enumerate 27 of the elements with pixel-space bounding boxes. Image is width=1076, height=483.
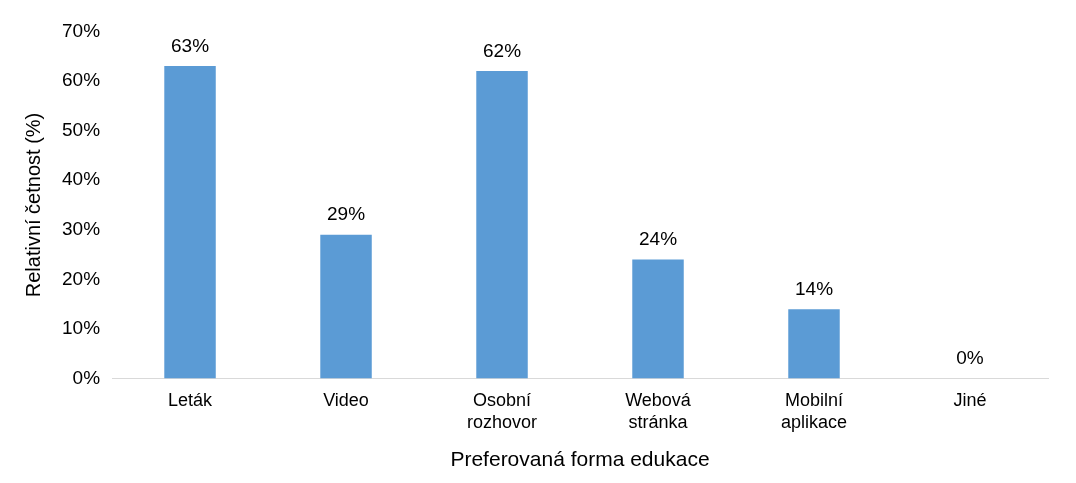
y-tick-label: 50% <box>62 118 101 140</box>
data-label: 14% <box>794 277 834 299</box>
data-label: 62% <box>483 39 522 61</box>
x-tick-label: Osobní rozhovor <box>467 390 538 432</box>
bar <box>632 259 684 379</box>
x-tick-label: Mobilní aplikace <box>780 390 848 432</box>
x-tick-label: Video <box>323 390 369 411</box>
data-label: 0% <box>956 347 984 369</box>
bar <box>476 71 528 379</box>
y-tick-label: 70% <box>62 19 101 41</box>
y-axis-title: Relativní četnost (%) <box>21 112 44 298</box>
bar <box>320 234 372 379</box>
x-axis-title: Preferovaná forma edukace <box>450 447 710 471</box>
x-tick-label: Jiné <box>953 390 987 411</box>
bar <box>164 66 216 379</box>
x-tick-label: Webová stránka <box>625 390 692 432</box>
data-label: 29% <box>327 203 366 225</box>
x-tick-label: Leták <box>168 390 214 411</box>
bar <box>788 309 840 379</box>
y-tick-label: 0% <box>72 366 101 388</box>
y-tick-label: 40% <box>62 168 101 190</box>
y-tick-label: 20% <box>62 267 101 289</box>
data-label: 63% <box>171 34 210 56</box>
y-tick-label: 30% <box>62 218 101 240</box>
data-label: 24% <box>639 228 678 250</box>
y-tick-label: 10% <box>62 317 101 339</box>
y-tick-label: 60% <box>62 69 101 91</box>
